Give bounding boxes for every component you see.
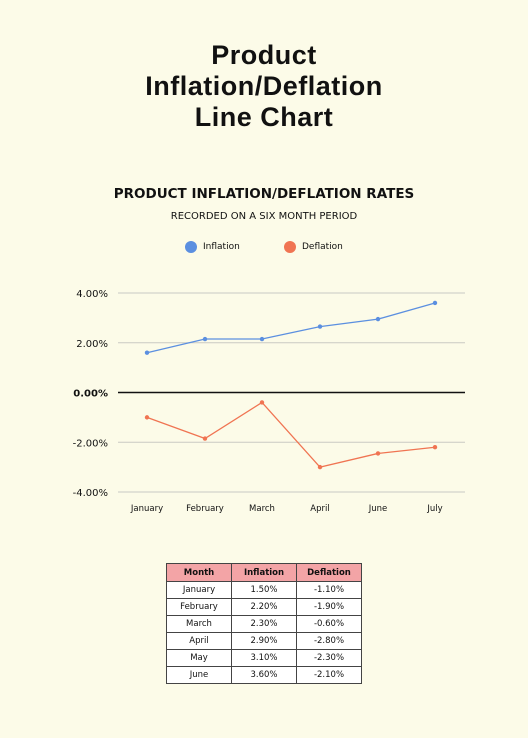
data-point-inflation xyxy=(375,316,381,322)
table-cell: 2.90% xyxy=(231,632,297,650)
y-tick-label: -2.00% xyxy=(73,438,108,449)
data-point-deflation xyxy=(202,436,208,441)
x-tick-label: March xyxy=(249,504,275,514)
table-cell: -2.30% xyxy=(296,649,362,667)
y-tick-label: -4.00% xyxy=(73,488,108,499)
legend-swatch-deflation xyxy=(284,241,296,253)
table-cell: 1.50% xyxy=(231,581,297,599)
y-tick-label: 4.00% xyxy=(76,289,108,300)
legend-label-inflation: Inflation xyxy=(203,242,240,252)
table-header-deflation: Deflation xyxy=(296,563,362,582)
table-cell: 2.20% xyxy=(231,598,297,616)
table-cell: April xyxy=(166,632,232,650)
table-cell: January xyxy=(166,581,232,599)
data-point-deflation xyxy=(432,445,438,450)
table-cell: -1.90% xyxy=(296,598,362,616)
chart-subtitle: RECORDED ON A SIX MONTH PERIOD xyxy=(170,211,358,222)
table-header-row: Month Inflation Deflation xyxy=(166,563,362,582)
data-point-deflation xyxy=(375,451,381,456)
table-cell: 3.10% xyxy=(231,649,297,667)
table-row: January 1.50% -1.10% xyxy=(166,581,362,599)
x-tick-label: February xyxy=(186,504,224,514)
table-row: April 2.90% -2.80% xyxy=(166,632,362,650)
page-title-line-1: Product xyxy=(211,40,317,70)
data-point-deflation xyxy=(144,415,150,420)
line-chart: 4.00% 2.00% 0.00% -2.00% -4.00% January Februa… xyxy=(73,289,465,514)
data-point-inflation xyxy=(259,336,265,342)
table-row: February 2.20% -1.90% xyxy=(166,598,362,616)
chart-title: PRODUCT INFLATION/DEFLATION RATES xyxy=(113,186,415,202)
y-tick-label: 0.00% xyxy=(73,389,108,400)
data-point-inflation xyxy=(317,324,323,329)
x-tick-label: June xyxy=(368,504,388,514)
table-cell: 2.30% xyxy=(231,615,297,633)
series-line-deflation xyxy=(146,401,436,468)
table-cell: -2.10% xyxy=(296,666,362,684)
legend-item-deflation: Deflation xyxy=(284,241,343,253)
table-cell: -2.80% xyxy=(296,632,362,650)
table-cell: March xyxy=(166,615,232,633)
legend-label-deflation: Deflation xyxy=(302,242,343,252)
x-tick-label: July xyxy=(426,504,442,514)
legend-swatch-inflation xyxy=(185,241,197,253)
table-cell: 3.60% xyxy=(231,666,297,684)
data-table: Month Inflation Deflation January 1.50% … xyxy=(166,563,362,684)
table-cell: -0.60% xyxy=(296,615,362,633)
table-cell: June xyxy=(166,666,232,684)
table-row: June 3.60% -2.10% xyxy=(166,666,362,684)
data-point-inflation xyxy=(432,300,438,306)
chart-legend: Inflation Deflation xyxy=(0,241,528,255)
data-point-deflation xyxy=(317,464,323,470)
page-title-line-3: Line Chart xyxy=(194,102,334,132)
table-cell: May xyxy=(166,649,232,667)
table-cell: -1.10% xyxy=(296,581,362,599)
table-row: May 3.10% -2.30% xyxy=(166,649,362,667)
data-point-inflation xyxy=(144,350,150,355)
data-point-deflation xyxy=(259,400,265,405)
table-header-month: Month xyxy=(166,563,232,582)
table-row: March 2.30% -0.60% xyxy=(166,615,362,633)
x-tick-label: April xyxy=(310,504,329,514)
y-tick-label: 2.00% xyxy=(76,339,108,350)
table-cell: February xyxy=(166,598,232,616)
x-tick-label: January xyxy=(130,504,163,514)
series-line-inflation xyxy=(146,302,436,354)
data-point-inflation xyxy=(202,336,208,342)
page-title-line-2: Inflation/Deflation xyxy=(145,71,383,101)
table-header-inflation: Inflation xyxy=(231,563,297,582)
legend-item-inflation: Inflation xyxy=(185,241,240,253)
page-title: Product Inflation/Deflation Line Chart xyxy=(0,40,528,133)
